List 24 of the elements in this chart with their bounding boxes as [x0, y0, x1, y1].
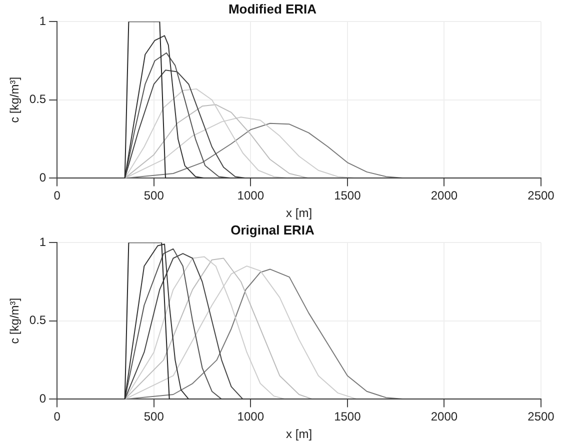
y-axis-title: c [kg/m³]	[8, 298, 22, 344]
y-tick-label: 1	[39, 14, 46, 28]
x-tick-label: 0	[54, 188, 61, 203]
x-tick-label: 0	[54, 410, 61, 424]
y-axis-title: c [kg/m³]	[8, 76, 22, 123]
y-tick-label: 0.5	[29, 92, 46, 106]
x-axis-title: x [m]	[286, 206, 312, 220]
x-tick-label: 1000	[237, 188, 264, 203]
x-tick-label: 1500	[334, 188, 362, 203]
y-tick-label: 0	[39, 392, 46, 406]
y-tick-label: 1	[39, 234, 46, 249]
x-tick-label: 500	[144, 410, 164, 424]
x-axis-title: x [m]	[286, 427, 312, 442]
x-tick-label: 2000	[430, 410, 458, 424]
y-tick-label: 0	[39, 170, 46, 185]
x-tick-label: 2500	[528, 188, 555, 203]
x-tick-label: 500	[144, 188, 164, 203]
x-tick-label: 1000	[237, 410, 264, 424]
chart-title: Original ERIA	[230, 222, 315, 238]
x-tick-label: 2000	[430, 188, 458, 203]
chart-title: Modified ERIA	[228, 1, 318, 16]
x-tick-label: 1500	[334, 410, 362, 424]
x-tick-label: 2500	[528, 410, 555, 424]
y-tick-label: 0.5	[29, 313, 46, 328]
